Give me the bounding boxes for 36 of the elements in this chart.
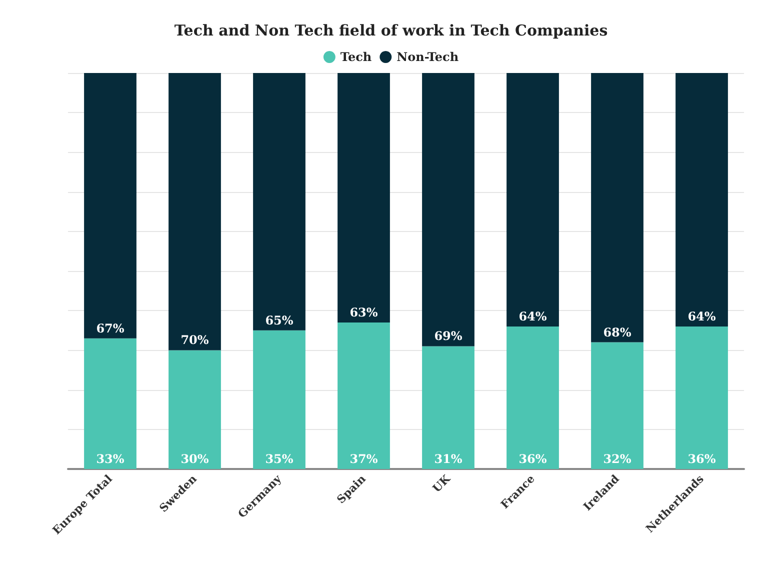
- bar: [676, 326, 728, 469]
- bar: [168, 73, 221, 350]
- bar: [338, 73, 390, 322]
- data-label: 32%: [603, 452, 632, 466]
- data-label: 36%: [518, 452, 548, 466]
- data-label: 36%: [688, 452, 716, 466]
- x-tick-label: UK: [430, 472, 454, 496]
- data-label: 64%: [688, 309, 716, 324]
- bar: [253, 73, 306, 330]
- bar: [84, 338, 136, 469]
- bar: [338, 322, 390, 469]
- data-label: 70%: [180, 333, 210, 348]
- bar: [506, 73, 559, 326]
- legend-label: Non-Tech: [396, 50, 459, 64]
- bar: [168, 350, 221, 469]
- bar: [591, 342, 644, 469]
- data-label: 64%: [518, 309, 548, 324]
- bar: [422, 346, 474, 469]
- data-label: 33%: [96, 452, 125, 466]
- bar: [676, 73, 728, 326]
- data-label: 37%: [350, 452, 378, 466]
- bar: [422, 73, 474, 346]
- data-label: 35%: [265, 452, 294, 466]
- bar: [84, 73, 136, 338]
- bar: [591, 73, 644, 342]
- bar: [506, 326, 559, 469]
- bar: [253, 330, 306, 469]
- data-label: 65%: [265, 313, 294, 328]
- legend-label: Tech: [340, 50, 372, 64]
- data-label: 31%: [434, 452, 463, 466]
- chart-title: Tech and Non Tech field of work in Tech Companies: [174, 22, 608, 40]
- data-label: 68%: [603, 325, 632, 340]
- data-label: 69%: [434, 329, 463, 344]
- data-label: 67%: [96, 321, 125, 336]
- data-label: 30%: [180, 452, 210, 466]
- data-label: 63%: [350, 305, 378, 320]
